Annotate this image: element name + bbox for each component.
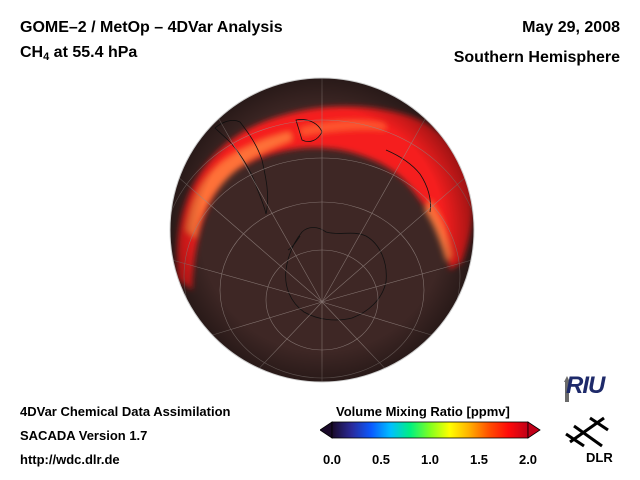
riu-logo-mark (564, 376, 570, 402)
species-subscript: 4 (43, 51, 50, 63)
colorbar-tick: 0.5 (371, 452, 391, 467)
colorbar-title: Volume Mixing Ratio [ppmv] (336, 404, 510, 419)
footer-line-assimilation: 4DVar Chemical Data Assimilation (20, 404, 231, 419)
species-level-label: CH4 at 55.4 hPa (20, 44, 137, 63)
footer-line-version: SACADA Version 1.7 (20, 428, 148, 443)
dlr-logo-text: DLR (586, 450, 613, 465)
colorbar-tick: 1.5 (469, 452, 489, 467)
colorbar-ramp (331, 421, 529, 439)
colorbar-tick: 0.0 (322, 452, 342, 467)
colorbar-tick: 1.0 (420, 452, 440, 467)
globe-outline (169, 77, 475, 383)
colorbar-low-arrow (320, 421, 333, 439)
map-title: GOME–2 / MetOp – 4DVar Analysis (20, 19, 283, 36)
footer-url[interactable]: http://wdc.dlr.de (20, 452, 120, 467)
colorbar-tick: 2.0 (518, 452, 538, 467)
dlr-logo-icon (565, 416, 609, 448)
riu-logo: RIU (566, 372, 605, 399)
hemisphere-label: Southern Hemisphere (453, 49, 620, 66)
colorbar (320, 421, 541, 439)
colorbar-high-arrow (527, 421, 541, 439)
pressure-level: at 55.4 hPa (49, 44, 138, 61)
species-base: CH (20, 44, 44, 61)
analysis-date: May 29, 2008 (522, 19, 620, 36)
